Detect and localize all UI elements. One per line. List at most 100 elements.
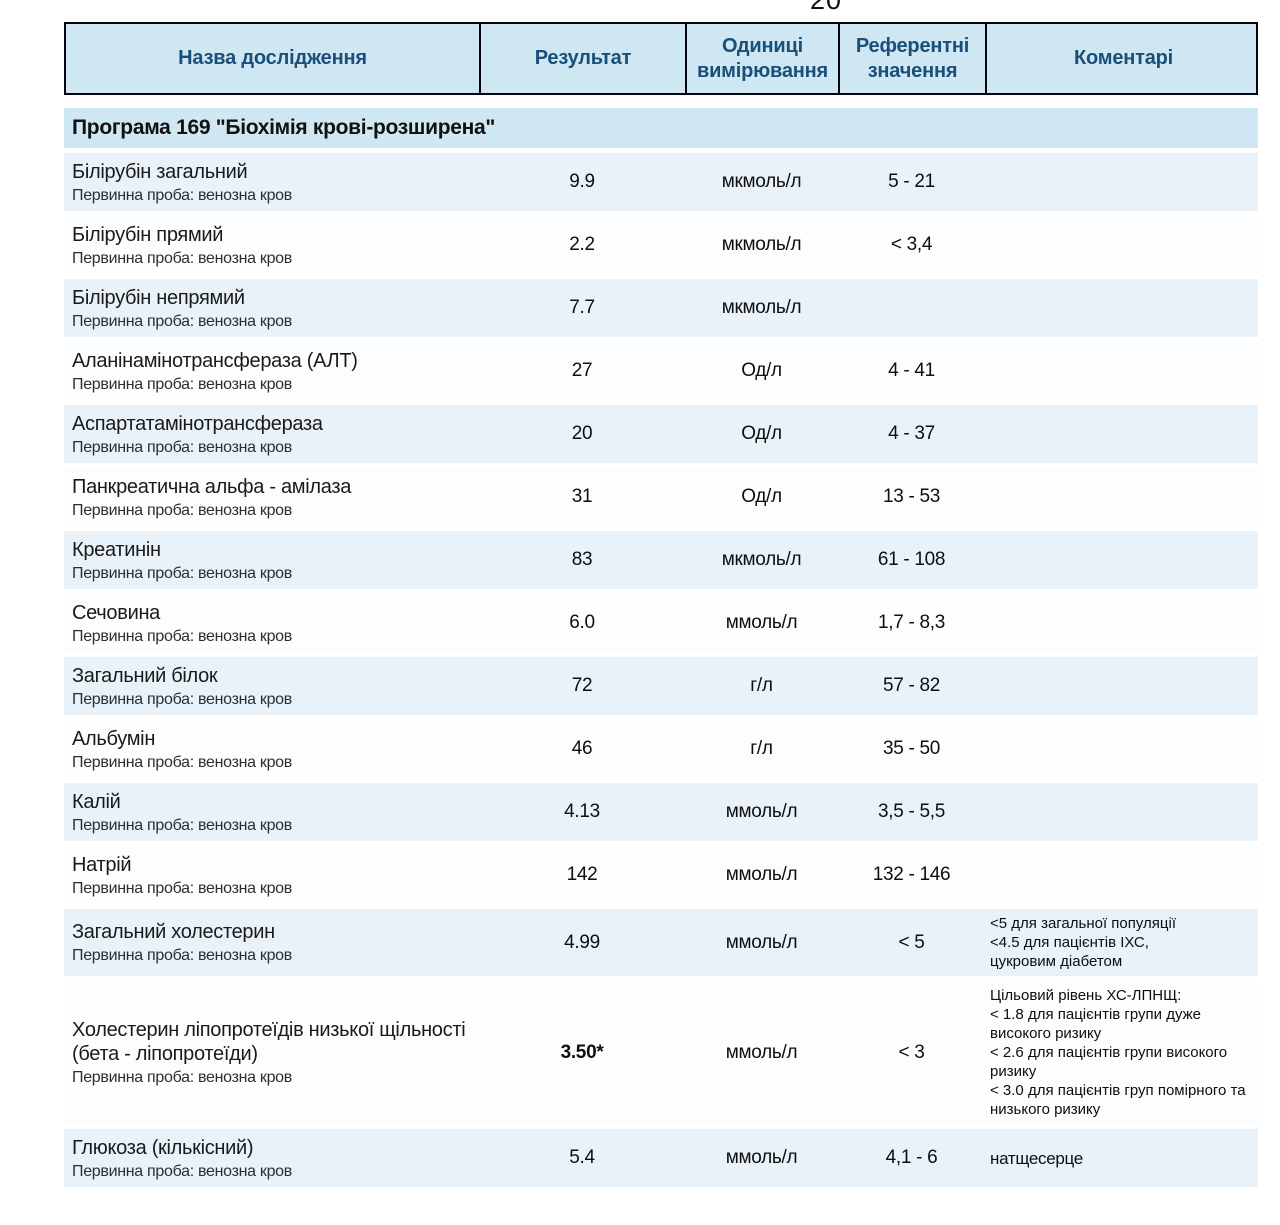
units-value: Од/л <box>741 486 782 507</box>
test-name-cell: Альбумін Первинна проба: венозна кров <box>64 720 479 778</box>
table-row: Білірубін загальний Первинна проба: вено… <box>64 153 1258 211</box>
test-name-cell: Білірубін непрямий Первинна проба: веноз… <box>64 279 479 337</box>
test-name: Холестерин ліпопротеїдів низької щільнос… <box>72 1019 466 1066</box>
units-value: мкмоль/л <box>721 549 802 570</box>
sample-type-label: Первинна проба: венозна кров <box>72 753 292 771</box>
test-name: Панкреатична альфа - амілаза <box>72 475 352 498</box>
result-value: 5.4 <box>569 1147 595 1169</box>
result-value: 7.7 <box>569 297 595 318</box>
result-value: 27 <box>571 360 593 381</box>
sample-type-label: Первинна проба: венозна кров <box>72 249 292 267</box>
test-name: Калій <box>72 790 121 813</box>
test-name-cell: Аспартатамінотрансфераза Первинна проба:… <box>64 405 479 463</box>
units-value: ммоль/л <box>725 1147 798 1169</box>
reference-value: 4,1 - 6 <box>885 1147 938 1169</box>
results-table: Назва дослідження Результат Одиниці вимі… <box>64 22 1258 1188</box>
reference-value: 4 - 41 <box>888 360 935 381</box>
table-row: Натрій Первинна проба: венозна кров 142 … <box>64 846 1258 904</box>
result-value: 3.50* <box>560 1041 604 1063</box>
sample-type-label: Первинна проба: венозна кров <box>72 312 292 330</box>
table-row: Холестерин ліпопротеїдів низької щільнос… <box>64 981 1258 1125</box>
result-value: 4.99 <box>564 931 600 953</box>
result-value: 9.9 <box>569 171 595 192</box>
test-name: Білірубін непрямий <box>72 286 245 309</box>
table-row: Аспартатамінотрансфераза Первинна проба:… <box>64 405 1258 463</box>
reference-value: 5 - 21 <box>888 171 935 192</box>
sample-type-label: Первинна проба: венозна кров <box>72 879 292 897</box>
sample-type-label: Первинна проба: венозна кров <box>72 501 292 519</box>
page-number: 20 <box>809 0 843 15</box>
result-value: 20 <box>571 423 593 444</box>
comment-text <box>985 279 1258 337</box>
comment-text <box>985 594 1258 652</box>
table-row: Альбумін Первинна проба: венозна кров 46… <box>64 720 1258 778</box>
test-name: Загальний білок <box>72 664 218 687</box>
reference-value: 13 - 53 <box>882 486 941 507</box>
header-cell-result: Результат <box>481 24 687 93</box>
result-value: 72 <box>571 675 593 696</box>
sample-type-label: Первинна проба: венозна кров <box>72 947 292 965</box>
reference-value <box>838 279 985 337</box>
test-name-cell: Загальний холестерин Первинна проба: вен… <box>64 909 479 976</box>
table-header: Назва дослідження Результат Одиниці вимі… <box>64 22 1258 95</box>
sample-type-label: Первинна проба: венозна кров <box>72 1162 292 1180</box>
table-row: Глюкоза (кількісний) Первинна проба: вен… <box>64 1129 1258 1188</box>
units-value: Од/л <box>741 423 782 444</box>
sample-type-label: Первинна проба: венозна кров <box>72 564 292 582</box>
test-name-cell: Аланінамінотрансфераза (АЛТ) Первинна пр… <box>64 342 479 400</box>
test-name-cell: Білірубін прямий Первинна проба: венозна… <box>64 216 479 274</box>
reference-value: < 5 <box>898 931 925 953</box>
comment-text <box>985 720 1258 778</box>
test-name-cell: Креатинін Первинна проба: венозна кров <box>64 531 479 589</box>
table-row: Калій Первинна проба: венозна кров 4.13 … <box>64 783 1258 841</box>
result-value: 2.2 <box>569 234 595 255</box>
test-name: Сечовина <box>72 601 161 624</box>
test-name: Аспартатамінотрансфераза <box>72 412 323 435</box>
test-name: Білірубін загальний <box>72 160 248 183</box>
table-row: Панкреатична альфа - амілаза Первинна пр… <box>64 468 1258 526</box>
units-value: мкмоль/л <box>721 171 802 192</box>
reference-value: 57 - 82 <box>882 675 941 696</box>
header-cell-reference: Референтні значення <box>840 24 987 93</box>
units-value: мкмоль/л <box>721 297 802 318</box>
test-name-cell: Калій Первинна проба: венозна кров <box>64 783 479 841</box>
comment-text <box>985 783 1258 841</box>
reference-value: < 3 <box>898 1041 925 1063</box>
units-value: ммоль/л <box>725 864 798 885</box>
comment-text: натщесерце <box>990 1148 1083 1168</box>
sample-type-label: Первинна проба: венозна кров <box>72 438 292 456</box>
result-value: 4.13 <box>564 801 600 822</box>
table-row: Білірубін прямий Первинна проба: венозна… <box>64 216 1258 274</box>
table-row: Креатинін Первинна проба: венозна кров 8… <box>64 531 1258 589</box>
units-value: г/л <box>750 738 773 759</box>
units-value: г/л <box>750 675 773 696</box>
comment-text <box>985 468 1258 526</box>
program-section-title: Програма 169 "Біохімія крові-розширена" <box>64 108 1258 148</box>
units-value: Од/л <box>741 360 782 381</box>
reference-value: 61 - 108 <box>877 549 946 570</box>
header-cell-comments: Коментарі <box>1073 47 1174 69</box>
test-name-cell: Натрій Первинна проба: венозна кров <box>64 846 479 904</box>
sample-type-label: Первинна проба: венозна кров <box>72 375 292 393</box>
header-cell-test-name: Назва дослідження <box>66 24 481 93</box>
result-value: 83 <box>571 549 593 570</box>
sample-type-label: Первинна проба: венозна кров <box>72 186 292 204</box>
test-name-cell: Сечовина Первинна проба: венозна кров <box>64 594 479 652</box>
test-name: Аланінамінотрансфераза (АЛТ) <box>72 349 358 372</box>
reference-value: 35 - 50 <box>882 738 941 759</box>
test-name: Загальний холестерин <box>72 921 275 944</box>
result-value: 31 <box>571 486 593 507</box>
reference-value: 4 - 37 <box>888 423 935 444</box>
comment-text <box>985 657 1258 715</box>
test-name: Білірубін прямий <box>72 223 224 246</box>
table-row: Аланінамінотрансфераза (АЛТ) Первинна пр… <box>64 342 1258 400</box>
comment-text <box>985 405 1258 463</box>
reference-value: 1,7 - 8,3 <box>877 612 945 633</box>
units-value: ммоль/л <box>725 801 798 822</box>
sample-type-label: Первинна проба: венозна кров <box>72 627 292 645</box>
test-name-cell: Білірубін загальний Первинна проба: вено… <box>64 153 479 211</box>
reference-value: 3,5 - 5,5 <box>877 801 945 822</box>
comment-text <box>985 846 1258 904</box>
table-row: Білірубін непрямий Первинна проба: веноз… <box>64 279 1258 337</box>
result-value: 142 <box>566 864 598 885</box>
